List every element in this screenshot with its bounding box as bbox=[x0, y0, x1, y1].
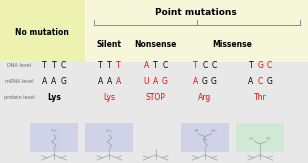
Text: NH₂: NH₂ bbox=[50, 129, 58, 133]
Text: A: A bbox=[248, 77, 254, 86]
Text: C: C bbox=[257, 77, 263, 86]
Text: Silent: Silent bbox=[97, 39, 122, 49]
FancyBboxPatch shape bbox=[0, 0, 85, 62]
Text: C: C bbox=[267, 61, 272, 70]
Text: T: T bbox=[42, 61, 47, 70]
Text: T: T bbox=[153, 61, 158, 70]
Text: T: T bbox=[249, 61, 253, 70]
Text: Missense: Missense bbox=[213, 39, 253, 49]
Text: Lys: Lys bbox=[103, 93, 115, 102]
Text: NH: NH bbox=[202, 138, 208, 142]
Text: G: G bbox=[202, 77, 208, 86]
Text: A: A bbox=[116, 77, 121, 86]
Text: A: A bbox=[193, 77, 198, 86]
Text: A: A bbox=[97, 77, 103, 86]
Text: mRNA level: mRNA level bbox=[5, 79, 34, 84]
Text: DNA level: DNA level bbox=[7, 63, 31, 68]
FancyBboxPatch shape bbox=[85, 0, 308, 62]
Text: Lys: Lys bbox=[47, 93, 61, 102]
Text: NH₂: NH₂ bbox=[106, 129, 113, 133]
Text: T: T bbox=[107, 61, 112, 70]
Text: G: G bbox=[211, 77, 217, 86]
FancyBboxPatch shape bbox=[0, 62, 308, 163]
Text: C: C bbox=[211, 61, 217, 70]
Text: T: T bbox=[193, 61, 198, 70]
Text: No mutation: No mutation bbox=[15, 28, 69, 37]
Text: C: C bbox=[60, 61, 66, 70]
Text: Arg: Arg bbox=[198, 93, 212, 102]
FancyBboxPatch shape bbox=[30, 123, 78, 152]
FancyBboxPatch shape bbox=[181, 123, 229, 152]
Text: A: A bbox=[107, 77, 112, 86]
Text: A: A bbox=[144, 61, 149, 70]
Text: C: C bbox=[162, 61, 168, 70]
Text: U: U bbox=[144, 77, 149, 86]
Text: G: G bbox=[266, 77, 273, 86]
Text: C: C bbox=[202, 61, 208, 70]
Text: G: G bbox=[60, 77, 66, 86]
Text: A: A bbox=[51, 77, 57, 86]
Text: A: A bbox=[42, 77, 47, 86]
Text: protein level: protein level bbox=[4, 95, 35, 100]
Text: T: T bbox=[51, 61, 56, 70]
Text: Point mutations: Point mutations bbox=[156, 8, 237, 17]
Text: A: A bbox=[153, 77, 158, 86]
Text: T: T bbox=[116, 61, 121, 70]
Text: STOP: STOP bbox=[146, 93, 165, 102]
Text: T: T bbox=[98, 61, 103, 70]
FancyBboxPatch shape bbox=[237, 123, 284, 152]
Text: HN: HN bbox=[193, 129, 199, 133]
Text: Thr: Thr bbox=[254, 93, 267, 102]
Text: CH₃: CH₃ bbox=[248, 137, 255, 141]
FancyBboxPatch shape bbox=[85, 123, 133, 152]
Text: Nonsense: Nonsense bbox=[134, 39, 177, 49]
Text: OH: OH bbox=[266, 137, 272, 141]
Text: NH₂: NH₂ bbox=[210, 129, 217, 133]
Text: G: G bbox=[257, 61, 263, 70]
Text: G: G bbox=[162, 77, 168, 86]
